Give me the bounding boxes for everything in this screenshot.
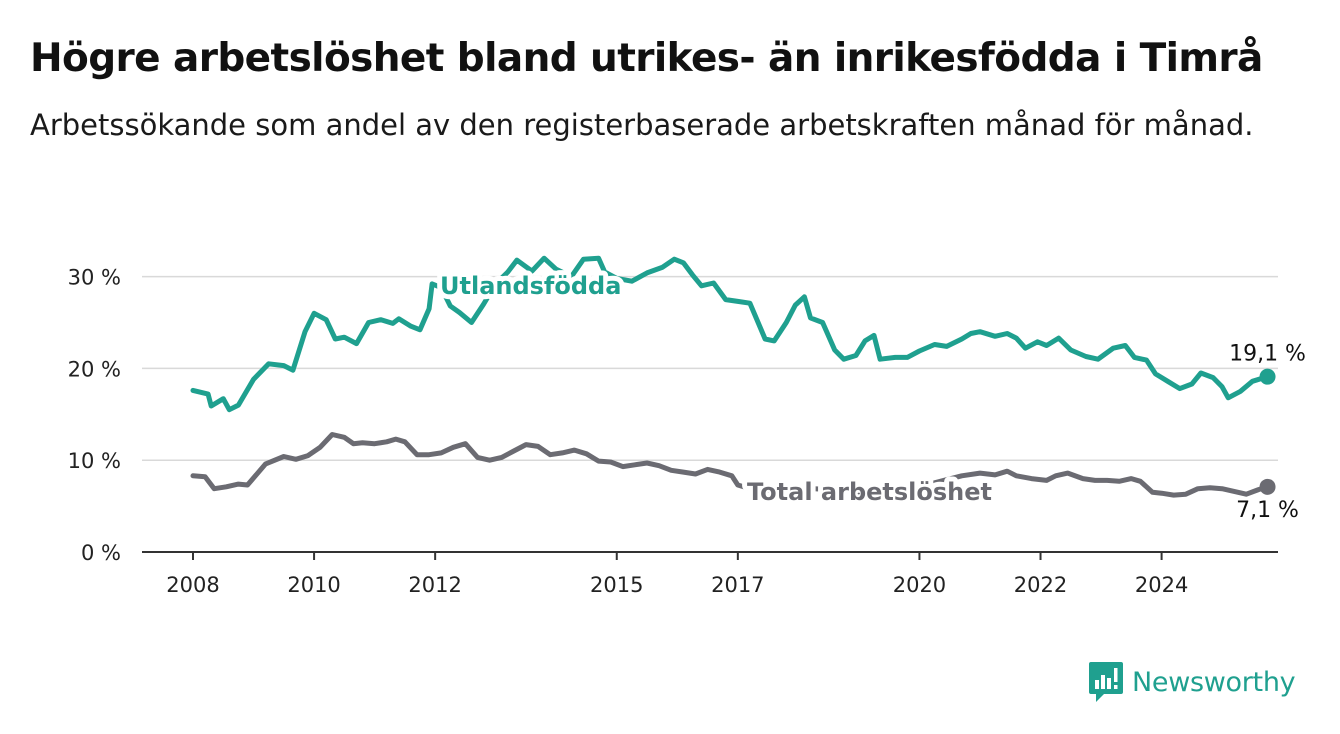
series-label-total-arbetsl-shet: Total arbetslöshet bbox=[747, 478, 992, 506]
y-tick-label: 10 % bbox=[68, 449, 121, 473]
series-endpoint-utlandsf-dda bbox=[1259, 368, 1276, 385]
y-tick-label: 30 % bbox=[68, 266, 121, 290]
x-tick-label: 2012 bbox=[408, 573, 461, 597]
x-tick-label: 2017 bbox=[711, 573, 764, 597]
x-tick-label: 2010 bbox=[287, 573, 340, 597]
chart-subtitle: Arbetssökande som andel av den registerb… bbox=[30, 108, 1254, 142]
newsworthy-logo-icon bbox=[1089, 662, 1123, 702]
x-tick-label: 2020 bbox=[893, 573, 946, 597]
x-tick-label: 2015 bbox=[590, 573, 643, 597]
series-line-total-arbetsl-shet bbox=[190, 432, 1270, 498]
x-tick-label: 2022 bbox=[1014, 573, 1067, 597]
end-value-label: 19,1 % bbox=[1229, 342, 1306, 367]
series-endpoint-total-arbetsl-shet bbox=[1259, 478, 1276, 495]
y-tick-label: 20 % bbox=[68, 357, 121, 381]
x-tick-label: 2008 bbox=[166, 573, 219, 597]
chart-title: Högre arbetslöshet bland utrikes- än inr… bbox=[30, 36, 1263, 81]
series-line-utlandsf-dda bbox=[190, 255, 1270, 413]
series-label-halo: Utlandsfödda bbox=[440, 272, 621, 300]
y-tick-label: 0 % bbox=[81, 541, 121, 565]
x-tick-label: 2024 bbox=[1135, 573, 1188, 597]
brand-name: Newsworthy bbox=[1132, 666, 1296, 698]
brand-logo: Newsworthy bbox=[1088, 660, 1296, 704]
series-label-halo: Total arbetslöshet bbox=[747, 478, 992, 506]
end-value-label: 7,1 % bbox=[1236, 498, 1299, 523]
series-label-utlandsf-dda: Utlandsfödda bbox=[440, 272, 621, 300]
